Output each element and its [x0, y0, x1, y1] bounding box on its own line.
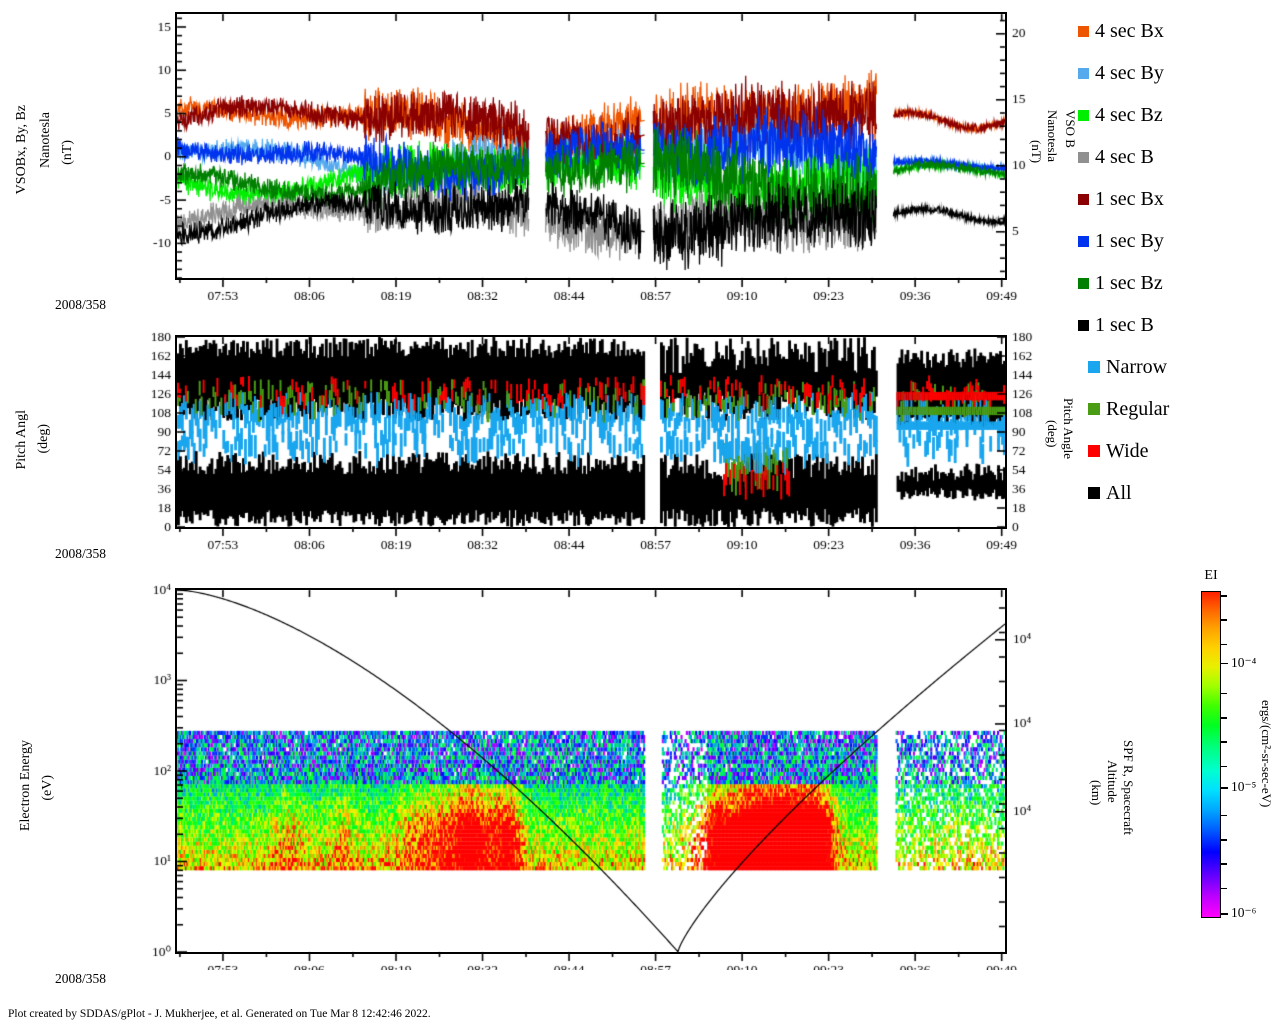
legend-label: 1 sec By: [1095, 229, 1164, 252]
mag-ylabel-left-3: (nT): [60, 140, 75, 165]
legend-label: 4 sec Bx: [1095, 19, 1164, 42]
legend-item-regular: Regular: [1078, 388, 1278, 430]
spec-ylabel-right-0: SPF R, Spacecraft: [1121, 740, 1136, 835]
colorbar-minor-tick: [1221, 839, 1227, 841]
legend-item-all: All: [1078, 472, 1278, 514]
colorbar-minor-tick: [1221, 643, 1227, 646]
mag-ylabel-left-2: Nanotesla: [38, 112, 53, 168]
legend-swatch-icon: [1078, 67, 1089, 79]
mag-date-label: 2008/358: [55, 297, 107, 312]
spec-ylabel-left-2: (eV): [40, 775, 55, 801]
legend-swatch-icon: [1088, 445, 1100, 457]
spec-date-label: 2008/358: [55, 971, 107, 986]
legend-item-4-sec-bz: 4 sec Bz: [1078, 94, 1278, 136]
legend-label: Wide: [1106, 439, 1149, 462]
pitch-ylabel-left-1: Pitch Angl: [14, 410, 29, 470]
colorbar-minor-tick: [1221, 887, 1227, 890]
pitch-ylabel-left-2: (deg): [36, 424, 51, 454]
legend-item-wide: Wide: [1078, 430, 1278, 472]
colorbar-minor-tick: [1221, 619, 1227, 621]
colorbar-gradient: [1201, 591, 1221, 918]
spec-ylabel-left-1: Electron Energy: [18, 740, 33, 832]
legend-label: 4 sec Bz: [1095, 103, 1163, 126]
legend-item-1-sec-by: 1 sec By: [1078, 220, 1278, 262]
spec-ylabel-right-1: Altitude: [1105, 760, 1120, 803]
colorbar-tick-label: 10⁻⁵: [1231, 779, 1257, 795]
legend-item-4-sec-bx: 4 sec Bx: [1078, 10, 1278, 52]
legend-item-narrow: Narrow: [1078, 346, 1278, 388]
legend-swatch-icon: [1078, 25, 1089, 37]
legend-swatch-icon: [1078, 235, 1089, 247]
colorbar-minor-tick: [1221, 741, 1227, 743]
footer-credit: Plot created by SDDAS/gPlot - J. Mukherj…: [8, 1008, 431, 1020]
legend-label: 1 sec B: [1095, 313, 1154, 336]
legend-label: Regular: [1106, 397, 1170, 420]
colorbar-minor-tick: [1221, 595, 1227, 597]
legend-swatch-icon: [1078, 277, 1089, 289]
colorbar-tick-label: 10⁻⁶: [1231, 905, 1257, 921]
legend-label: 1 sec Bx: [1095, 187, 1164, 210]
legend-item-1-sec-bz: 1 sec Bz: [1078, 262, 1278, 304]
mag-ylabel-right-3: (nT): [1029, 140, 1044, 164]
pitch-ylabel-right-1: Pitch Angle: [1061, 398, 1076, 460]
colorbar-major-tick: [1221, 787, 1228, 789]
legend-swatch-icon: [1088, 487, 1100, 499]
colorbar-minor-tick: [1221, 863, 1227, 865]
colorbar-minor-tick: [1221, 717, 1227, 719]
legend-swatch-icon: [1078, 319, 1089, 331]
colorbar-minor-tick: [1221, 692, 1227, 695]
spec-ylabel-right-2: (km): [1089, 780, 1104, 806]
legend-label: 4 sec B: [1095, 145, 1154, 168]
colorbar-unit-label: ergs/(cm²-sr-sec-eV): [1259, 700, 1274, 808]
legend-item-1-sec-bx: 1 sec Bx: [1078, 178, 1278, 220]
mag-ylabel-left-1: VSOBx, By, Bz: [14, 105, 29, 195]
legend-label: All: [1106, 481, 1132, 504]
colorbar-tick-label: 10⁻⁴: [1231, 654, 1257, 670]
legend-swatch-icon: [1078, 193, 1089, 205]
colorbar-minor-tick: [1221, 814, 1227, 817]
legend-label: 4 sec By: [1095, 61, 1164, 84]
pitch-ylabel-right-2: (deg): [1045, 420, 1060, 448]
legend-swatch-icon: [1088, 403, 1100, 415]
colorbar-major-tick: [1221, 913, 1228, 915]
mag-ylabel-right-1: VSO B: [1063, 110, 1078, 148]
legend-label: 1 sec Bz: [1095, 271, 1163, 294]
legend-item-1-sec-b: 1 sec B: [1078, 304, 1278, 346]
colorbar-major-tick: [1221, 662, 1228, 665]
mag-ylabel-right-2: Nanotesla: [1045, 110, 1060, 162]
legend-swatch-icon: [1078, 109, 1089, 121]
legend-swatch-icon: [1078, 151, 1089, 163]
pitch-date-label: 2008/358: [55, 546, 107, 561]
legend-item-4-sec-by: 4 sec By: [1078, 52, 1278, 94]
colorbar-title: EI: [1204, 568, 1218, 583]
legend-swatch-icon: [1088, 361, 1100, 373]
legend: 4 sec Bx 4 sec By 4 sec Bz 4 sec B 1 sec Bx 1…: [1078, 10, 1278, 514]
colorbar-minor-tick: [1221, 765, 1227, 768]
legend-item-4-sec-b: 4 sec B: [1078, 136, 1278, 178]
legend-label: Narrow: [1106, 355, 1168, 378]
